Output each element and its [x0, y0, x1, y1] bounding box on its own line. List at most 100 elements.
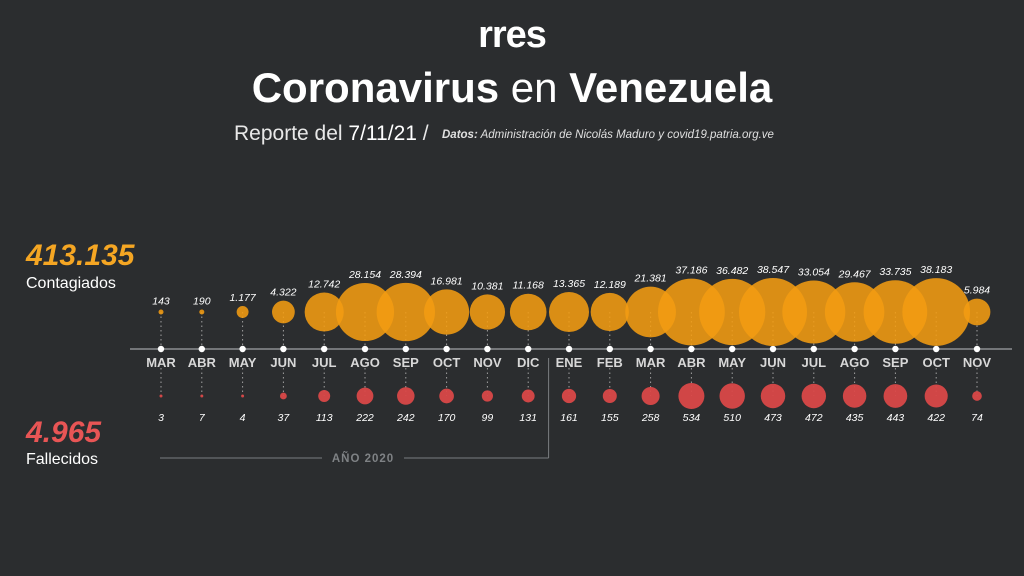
death-value-label: 242: [396, 412, 415, 424]
case-value-label: 33.735: [879, 266, 911, 278]
death-value-label: 37: [278, 412, 291, 424]
year-label: AÑO 2020: [332, 452, 394, 465]
month-tick-label: FEB: [597, 355, 623, 370]
axis-tick-dot: [729, 345, 736, 353]
case-value-label: 13.365: [553, 278, 585, 290]
case-value-label: 1.177: [229, 292, 256, 304]
month-tick-label: OCT: [433, 355, 461, 370]
case-bubble: [199, 309, 205, 315]
month-tick-label: NOV: [473, 355, 502, 370]
month-tick-label: MAR: [146, 355, 176, 370]
death-bubble: [481, 390, 493, 402]
month-tick-label: ABR: [188, 355, 217, 370]
month-tick-label: JUL: [312, 355, 337, 370]
death-bubble: [241, 394, 245, 398]
death-bubble: [719, 383, 745, 409]
brand-logo: rres: [478, 14, 547, 56]
death-value-label: 74: [971, 412, 983, 424]
month-tick-label: DIC: [517, 355, 540, 370]
month-tick-label: JUN: [270, 355, 296, 370]
death-value-label: 473: [764, 412, 782, 424]
case-bubble: [335, 282, 395, 342]
axis-tick-dot: [402, 345, 409, 353]
death-value-label: 3: [158, 412, 164, 424]
deaths-label: Fallecidos: [26, 451, 99, 468]
death-bubble: [972, 391, 982, 401]
case-bubble: [158, 309, 164, 315]
source-text: Administración de Nicolás Maduro y covid…: [480, 129, 774, 141]
month-tick-label: ENE: [556, 355, 583, 370]
death-value-label: 161: [560, 412, 578, 424]
case-bubble: [236, 306, 249, 318]
death-bubble: [200, 394, 204, 398]
death-value-label: 155: [601, 412, 619, 424]
month-tick-label: JUL: [802, 355, 827, 370]
death-bubble: [760, 383, 786, 409]
death-bubble: [641, 386, 660, 406]
axis-tick-dot: [484, 345, 491, 353]
data-source: Datos: Administración de Nicolás Maduro …: [442, 129, 774, 141]
death-bubble: [318, 390, 331, 402]
month-tick-label: ABR: [677, 355, 706, 370]
axis-tick-dot: [361, 345, 369, 353]
axis-tick-dot: [525, 345, 532, 353]
death-bubble: [602, 388, 617, 404]
axis-tick-dot: [851, 345, 858, 353]
death-bubble: [883, 384, 908, 408]
death-bubble: [521, 389, 535, 403]
axis-tick-dot: [933, 345, 940, 353]
month-tick-label: MAR: [636, 355, 666, 370]
case-value-label: 36.482: [716, 265, 748, 277]
case-bubble: [424, 289, 470, 335]
death-bubble: [356, 387, 374, 405]
death-value-label: 534: [683, 412, 701, 424]
report-line: Reporte del 7/11/21 /: [234, 122, 429, 146]
cases-label: Contagiados: [26, 275, 116, 292]
title-coronavirus: Coronavirus: [251, 64, 500, 111]
axis-tick-dot: [157, 345, 165, 353]
death-value-label: 170: [438, 412, 456, 424]
death-value-label: 472: [805, 412, 823, 424]
case-value-label: 5.984: [964, 285, 990, 297]
source-label: Datos:: [442, 129, 478, 141]
case-value-label: 28.154: [348, 269, 381, 281]
case-value-label: 10.381: [471, 280, 503, 292]
report-label: Reporte del: [234, 122, 343, 145]
death-value-label: 113: [316, 412, 333, 424]
title-venezuela: Venezuela: [569, 64, 773, 111]
month-tick-label: MAY: [718, 355, 746, 370]
case-value-label: 12.742: [308, 278, 340, 290]
case-value-label: 190: [193, 296, 211, 308]
axis-tick-dot: [239, 345, 246, 353]
death-value-label: 258: [641, 412, 660, 424]
case-value-label: 38.547: [757, 264, 790, 276]
case-bubble: [272, 300, 295, 324]
case-value-label: 28.394: [389, 269, 422, 281]
report-date: 7/11/21: [348, 122, 417, 145]
case-value-label: 11.168: [513, 280, 544, 292]
axis-tick-dot: [892, 345, 899, 353]
death-bubble: [159, 394, 163, 398]
case-value-label: 12.189: [594, 279, 626, 291]
month-tick-label: AGO: [350, 355, 380, 370]
case-bubble: [509, 293, 547, 331]
deaths-total: 4.965: [26, 416, 102, 449]
death-bubble: [397, 387, 415, 405]
death-bubble: [842, 384, 867, 408]
case-bubble: [469, 294, 506, 330]
case-bubble: [304, 292, 344, 332]
axis-tick-dot: [810, 345, 817, 353]
axis-tick-dot: [688, 345, 695, 353]
case-value-label: 37.186: [675, 265, 707, 277]
death-value-label: 443: [887, 412, 905, 424]
month-tick-label: NOV: [963, 355, 992, 370]
death-value-label: 7: [199, 412, 206, 424]
month-tick-label: SEP: [393, 355, 419, 370]
death-value-label: 510: [723, 412, 741, 424]
axis-tick-dot: [606, 345, 613, 353]
axis-tick-dot: [321, 345, 328, 353]
death-value-label: 422: [927, 412, 945, 424]
death-bubble: [678, 383, 705, 409]
death-value-label: 131: [519, 412, 537, 424]
